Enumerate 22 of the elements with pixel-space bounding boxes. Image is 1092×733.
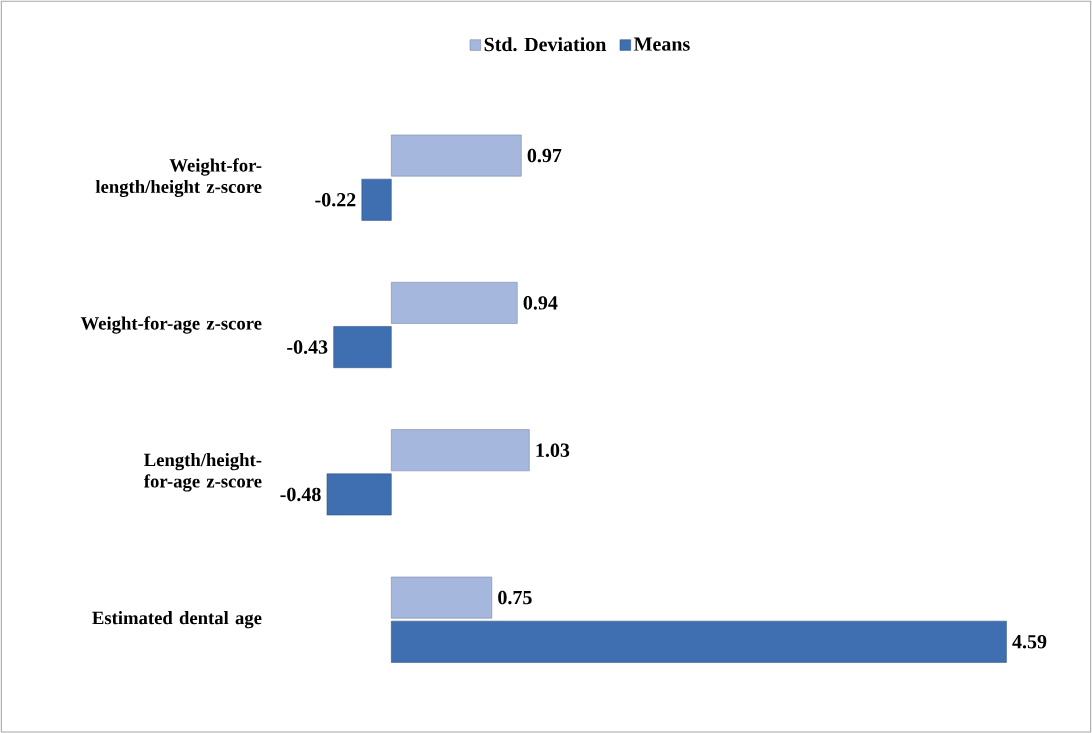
data-label: -0.22 xyxy=(315,192,356,207)
bar xyxy=(391,620,1007,663)
legend-label: Means xyxy=(633,37,690,51)
bar xyxy=(391,576,493,619)
data-label: 0.75 xyxy=(498,590,532,605)
bar xyxy=(333,326,392,368)
legend-label: Std. Deviation xyxy=(484,36,607,52)
y-tick-label: Weight-for-length/height z-score xyxy=(95,158,262,197)
y-tick-label: Weight-for-age z-score xyxy=(80,316,262,334)
y-tick-label: Length/height-for-age z-score xyxy=(143,452,262,492)
bar xyxy=(361,178,392,221)
data-label: -0.48 xyxy=(280,487,321,502)
data-label: 0.97 xyxy=(527,148,562,163)
data-label: 0.94 xyxy=(523,295,558,310)
bar xyxy=(391,429,530,471)
data-label: -0.43 xyxy=(287,340,328,354)
y-tick-label: Estimated dental age xyxy=(92,610,262,629)
data-label: 4.59 xyxy=(1012,634,1047,649)
bar xyxy=(391,281,518,324)
bar xyxy=(391,134,522,177)
data-label: 1.03 xyxy=(536,443,570,457)
bar xyxy=(326,473,392,516)
